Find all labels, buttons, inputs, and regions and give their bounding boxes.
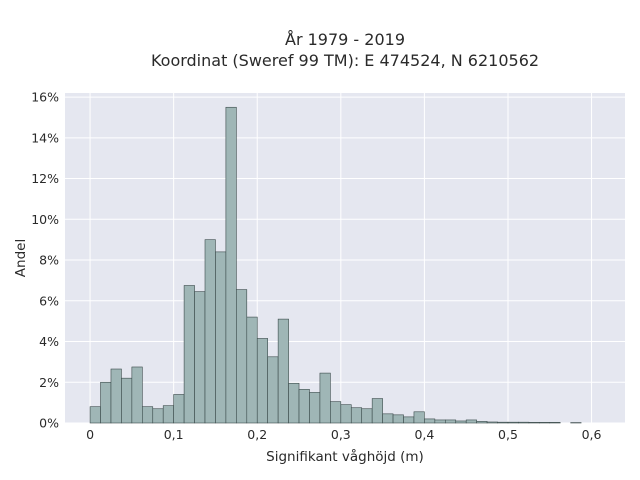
histogram-bar (204, 239, 216, 424)
histogram-bar (403, 416, 415, 424)
histogram-bar (162, 405, 174, 424)
histogram-bar (444, 419, 457, 424)
histogram-bar (246, 316, 258, 424)
histogram-bar (518, 421, 530, 424)
histogram-bar (267, 356, 279, 424)
x-axis-label: Signifikant våghöjd (m) (266, 448, 424, 465)
histogram-bar (225, 106, 237, 424)
histogram-bar (340, 404, 352, 424)
histogram-bar (215, 251, 227, 424)
histogram-bar (256, 338, 268, 424)
histogram-bar (110, 368, 122, 424)
histogram-bar (382, 413, 394, 424)
histogram-bar (330, 401, 342, 424)
histogram-bar (465, 419, 477, 424)
chart-subtitle: Koordinat (Sweref 99 TM): E 474524, N 62… (151, 51, 539, 70)
histogram-bar (89, 406, 101, 424)
plot-area (65, 93, 625, 423)
histogram-bar (350, 407, 363, 424)
histogram-bar (142, 406, 154, 424)
histogram-bar (424, 418, 436, 424)
y-tick-label: 12% (31, 171, 59, 186)
y-tick-label: 6% (39, 293, 59, 308)
histogram-bar (131, 366, 143, 424)
chart-title: År 1979 - 2019 (285, 30, 405, 49)
x-tick-label: 0,4 (414, 427, 434, 442)
histogram-bar (361, 408, 373, 424)
histogram-bar (497, 421, 509, 424)
histogram-bar (236, 289, 248, 424)
histogram-bar (455, 420, 467, 424)
y-tick-label: 4% (39, 334, 59, 349)
y-tick-label: 14% (31, 130, 59, 145)
x-tick-label: 0,5 (498, 427, 518, 442)
histogram-bar (549, 422, 561, 424)
histogram-bar (298, 389, 310, 424)
histogram-bar (194, 291, 206, 424)
histogram-bar (277, 318, 289, 424)
y-tick-label: 2% (39, 375, 59, 390)
y-axis-label: Andel (13, 239, 29, 277)
histogram-bar (507, 421, 519, 424)
y-axis-ticks: 0% 2% 4% 6% 8% 10% 12% 14% 16% (31, 90, 59, 431)
y-tick-label: 8% (39, 253, 59, 268)
histogram-bar (183, 285, 195, 424)
histogram-bar (371, 398, 383, 424)
x-tick-label: 0,6 (582, 427, 602, 442)
histogram-bar (173, 394, 185, 424)
x-tick-label: 0,1 (164, 427, 184, 442)
y-tick-label: 0% (39, 416, 59, 431)
histogram-bar (413, 411, 425, 424)
histogram-bar (152, 408, 164, 424)
histogram-bar (434, 419, 446, 424)
histogram-bar (486, 421, 498, 424)
histogram-bar (288, 382, 300, 424)
histogram-bar (392, 414, 404, 424)
grid-lines (65, 93, 625, 424)
histogram-bar (100, 381, 112, 424)
histogram-bar (121, 377, 133, 424)
x-tick-label: 0 (86, 427, 94, 442)
histogram-bars (89, 106, 582, 424)
y-tick-label: 10% (31, 212, 59, 227)
histogram-bar (309, 392, 321, 424)
histogram-bar (539, 422, 551, 424)
x-tick-label: 0,2 (247, 427, 267, 442)
histogram-bar (476, 421, 488, 424)
x-axis-ticks: 0 0,1 0,2 0,3 0,4 0,5 0,6 (86, 427, 601, 442)
histogram-bar (528, 422, 540, 424)
histogram-bar (319, 372, 331, 424)
y-tick-label: 16% (31, 90, 59, 105)
x-tick-label: 0,3 (331, 427, 351, 442)
